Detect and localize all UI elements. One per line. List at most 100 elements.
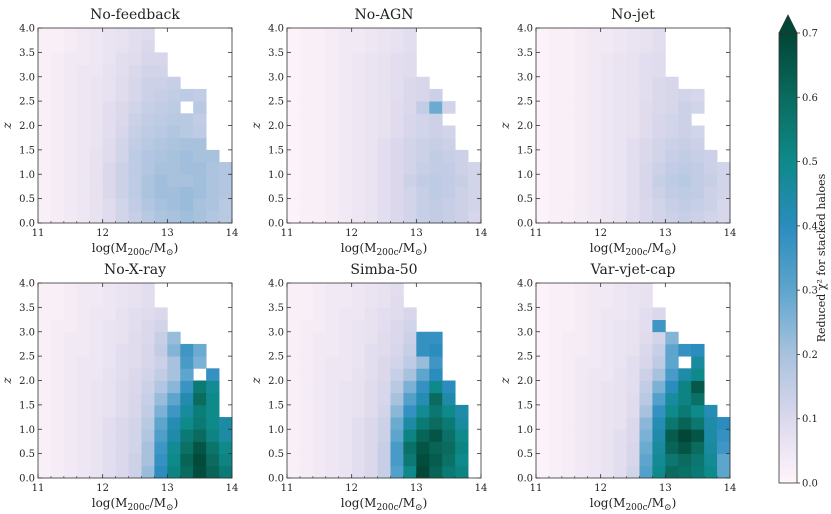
heatmap-cell [574, 174, 589, 187]
heatmap-cell [403, 319, 417, 333]
heatmap-cell [704, 429, 718, 442]
heatmap-cell [416, 101, 430, 114]
heatmap-cell [299, 149, 314, 163]
heatmap-cell [652, 356, 666, 369]
heatmap-cell [390, 307, 404, 320]
heatmap-cell [287, 319, 301, 333]
heatmap-cell [63, 210, 78, 224]
heatmap-cell [180, 210, 194, 224]
heatmap-cell [639, 52, 653, 65]
heatmap-cell [128, 356, 142, 369]
heatmap-cell [154, 307, 168, 320]
heatmap-cell [325, 331, 340, 345]
heatmap-cell [63, 40, 78, 53]
heatmap-cell [574, 356, 589, 369]
heatmap-cell [76, 404, 91, 418]
heatmap-cell [338, 198, 353, 212]
x-tick-label: 13 [659, 228, 672, 239]
heatmap-cell [115, 465, 129, 479]
heatmap-cell [287, 210, 301, 224]
heatmap-cell [351, 392, 365, 406]
heatmap-cell [364, 295, 378, 308]
heatmap-cell [287, 113, 301, 126]
heatmap-cell [115, 88, 129, 102]
heatmap-cell [338, 404, 353, 418]
heatmap-cell [548, 76, 563, 90]
heatmap-cell [312, 52, 327, 65]
heatmap-cell [167, 174, 181, 187]
heatmap-cell [704, 174, 718, 187]
heatmap-cell [351, 429, 365, 442]
heatmap-cell [89, 174, 104, 187]
heatmap-cell [561, 149, 576, 163]
heatmap-cell [587, 319, 602, 333]
heatmap-cell [193, 417, 207, 430]
heatmap-cell [287, 137, 301, 151]
heatmap-cell [38, 137, 52, 151]
heatmap-cell [102, 429, 116, 442]
heatmap-cell [587, 101, 602, 114]
heatmap-cell [141, 210, 155, 224]
heatmap-cell [219, 465, 233, 479]
heatmap-cell [338, 356, 353, 369]
heatmap-cell [639, 331, 653, 345]
heatmap-cell [287, 149, 301, 163]
heatmap-cell [403, 198, 417, 212]
panel-title: No-X-ray [104, 262, 166, 278]
heatmap-cell [325, 210, 340, 224]
heatmap-cell [639, 101, 653, 114]
heatmap-cell [561, 88, 576, 102]
y-tick-label: 0.0 [19, 219, 35, 230]
heatmap-cell [678, 125, 692, 139]
heatmap-cell [652, 417, 666, 430]
heatmap-cell [626, 113, 640, 126]
heatmap-cell [587, 64, 602, 78]
heatmap-cell [76, 343, 91, 357]
heatmap-cell [312, 137, 327, 151]
heatmap-cell [338, 40, 353, 53]
heatmap-cell [665, 113, 679, 126]
heatmap-cell [351, 101, 365, 114]
heatmap-cell [141, 101, 155, 114]
heatmap-cell [416, 392, 430, 406]
heatmap-cell [548, 88, 563, 102]
heatmap-cell [338, 113, 353, 126]
heatmap-cell [416, 380, 430, 394]
heatmap-cell [403, 186, 417, 200]
heatmap-cell [128, 417, 142, 430]
heatmap-cell [219, 453, 233, 467]
heatmap-cell [312, 101, 327, 114]
heatmap-cell [548, 295, 563, 308]
heatmap-cell [665, 380, 679, 394]
heatmap-cell [548, 368, 563, 381]
heatmap-cell [652, 64, 666, 78]
x-tick-label: 12 [594, 228, 607, 239]
heatmap-cell [429, 137, 443, 151]
colorbar-tick-label: 0.1 [802, 414, 818, 425]
heatmap-cell [652, 380, 666, 394]
heatmap-cell [536, 186, 550, 200]
heatmap-cell [587, 307, 602, 320]
heatmap-cell [626, 319, 640, 333]
heatmap-cell [102, 356, 116, 369]
heatmap-cell [639, 28, 653, 41]
heatmap-cell [561, 453, 576, 467]
heatmap-cell [600, 441, 614, 455]
y-tick-label: 0.0 [19, 474, 35, 485]
heatmap-cell [128, 368, 142, 381]
heatmap-cell [299, 295, 314, 308]
heatmap-cell [351, 441, 365, 455]
x-tick-label: 14 [724, 228, 737, 239]
heatmap-cell [312, 113, 327, 126]
heatmap-cell [536, 174, 550, 187]
heatmap-cell [548, 356, 563, 369]
heatmap-cell [416, 149, 430, 163]
heatmap-cell [154, 198, 168, 212]
heatmap-cell [574, 453, 589, 467]
heatmap-cell [219, 162, 233, 175]
heatmap-cell [403, 88, 417, 102]
heatmap-cell [390, 465, 404, 479]
heatmap-cell [50, 162, 65, 175]
heatmap-cell [89, 429, 104, 442]
heatmap-cell [691, 198, 705, 212]
